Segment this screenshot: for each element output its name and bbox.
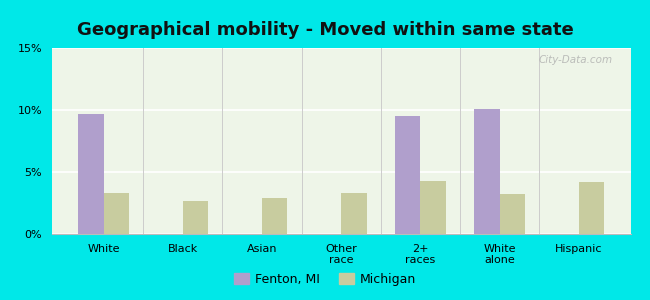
Bar: [395, 116, 421, 234]
Bar: [579, 182, 604, 234]
Bar: [103, 193, 129, 234]
Legend: Fenton, MI, Michigan: Fenton, MI, Michigan: [229, 268, 421, 291]
Bar: [183, 200, 208, 234]
Text: City-Data.com: City-Data.com: [539, 56, 613, 65]
Bar: [78, 114, 103, 234]
Bar: [500, 194, 525, 234]
Bar: [421, 181, 446, 234]
Bar: [262, 198, 287, 234]
Bar: [474, 109, 500, 234]
Text: Geographical mobility - Moved within same state: Geographical mobility - Moved within sam…: [77, 21, 573, 39]
Bar: [341, 193, 367, 234]
